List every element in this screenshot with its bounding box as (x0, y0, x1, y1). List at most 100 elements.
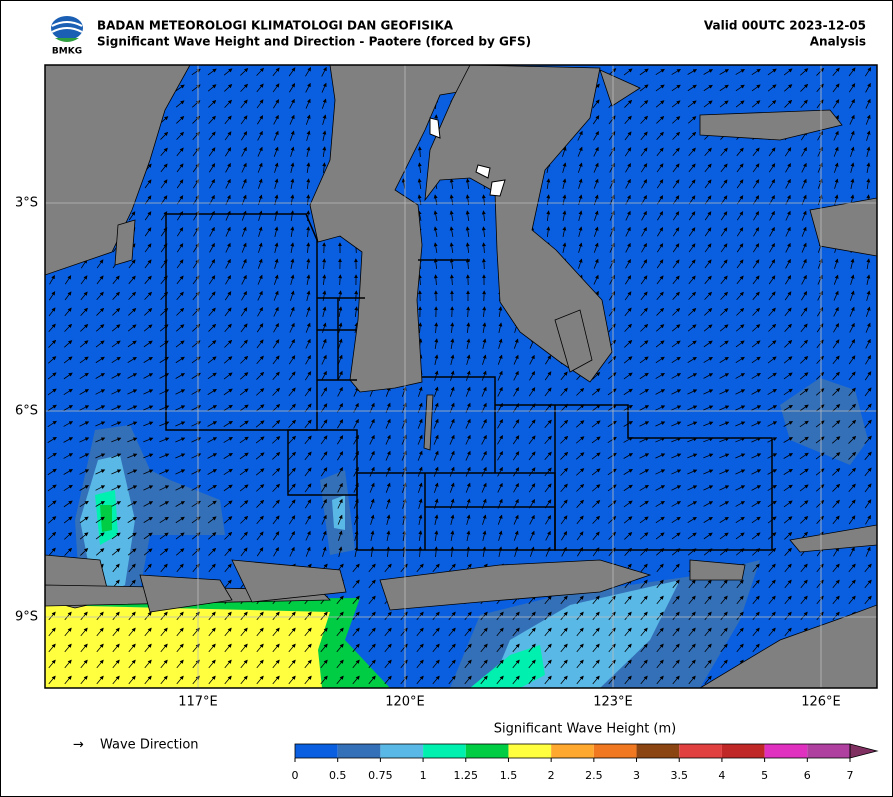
arrow (672, 179, 680, 189)
colorbar-segment (679, 744, 722, 758)
lon-label: 120°E (385, 695, 425, 710)
arrow (688, 291, 696, 300)
arrow (849, 130, 855, 141)
arrow (783, 356, 793, 364)
arrow (753, 211, 759, 221)
arrow (785, 178, 791, 189)
arrow (513, 354, 519, 365)
arrow (704, 147, 712, 156)
arrow (624, 323, 632, 332)
arrow (191, 356, 201, 364)
arrow (290, 242, 295, 253)
arrow (482, 338, 487, 349)
arrow (671, 69, 681, 75)
arrow (703, 340, 713, 348)
arrow (47, 356, 57, 364)
arrow (608, 323, 616, 333)
arrow (417, 162, 422, 174)
arrow (562, 242, 567, 253)
arrow (288, 371, 296, 381)
arrow (817, 130, 823, 141)
arrow (289, 98, 295, 109)
colorbar-segment (764, 744, 808, 758)
arrow (609, 162, 615, 173)
arrow (305, 354, 311, 365)
arrow (800, 307, 808, 317)
arrow (866, 258, 871, 269)
arrow (751, 84, 761, 92)
arrow (401, 178, 406, 190)
arrow (703, 356, 713, 363)
arrow (655, 100, 665, 108)
arrow (703, 100, 713, 108)
arrow (656, 147, 664, 157)
arrow (289, 338, 295, 349)
arrow (513, 338, 519, 349)
arrow (751, 356, 761, 364)
arrow (354, 306, 359, 318)
arrow (784, 99, 793, 108)
arrow (144, 227, 152, 237)
arrow (785, 275, 792, 285)
arrow (816, 67, 825, 76)
colorbar-tick-label: 6 (804, 769, 811, 782)
arrow (321, 354, 327, 365)
arrow (640, 115, 649, 124)
arrow (592, 99, 600, 109)
arrow (257, 146, 263, 157)
arrow (735, 324, 745, 332)
arrow (768, 147, 776, 157)
arrow (834, 178, 839, 189)
arrow (545, 355, 552, 365)
arrow (578, 178, 583, 189)
arrow (850, 146, 855, 157)
arrow (176, 179, 184, 189)
arrow (767, 356, 777, 364)
arrow (720, 259, 728, 269)
arrow (175, 100, 185, 108)
arrow (272, 67, 280, 77)
arrow (95, 356, 105, 364)
arrow (144, 211, 152, 221)
arrow (624, 147, 632, 157)
arrow (160, 131, 169, 140)
arrow (306, 242, 311, 254)
arrow (224, 131, 232, 141)
arrow (127, 356, 137, 363)
arrow (609, 146, 615, 157)
arrow (225, 275, 231, 285)
arrow (47, 372, 57, 380)
arrow (79, 356, 89, 364)
arrow (290, 290, 295, 301)
arrow (208, 131, 216, 141)
arrow (290, 258, 295, 269)
arrow (720, 179, 728, 189)
logo-text: BMKG (52, 47, 82, 57)
arrow (801, 162, 807, 173)
arrow (241, 131, 248, 141)
arrow (96, 275, 104, 285)
arrow (866, 290, 871, 301)
arrow (96, 259, 104, 269)
arrow (562, 146, 567, 157)
arrow (832, 67, 840, 77)
arrow (593, 162, 599, 173)
arrow (624, 99, 633, 108)
arrow (322, 258, 327, 270)
colorbar-segment (636, 744, 680, 758)
arrow (800, 339, 808, 348)
arrow (433, 210, 438, 221)
arrow (144, 259, 152, 269)
arrow (273, 99, 280, 109)
arrow (752, 291, 760, 301)
arrow (687, 69, 698, 75)
arrow (593, 210, 599, 221)
arrow (322, 290, 327, 301)
arrow (176, 163, 184, 173)
arrow (832, 339, 840, 349)
arrow (639, 340, 649, 348)
arrow (417, 146, 422, 158)
arrow (625, 275, 632, 285)
arrow (143, 324, 153, 332)
arrow (785, 258, 791, 269)
